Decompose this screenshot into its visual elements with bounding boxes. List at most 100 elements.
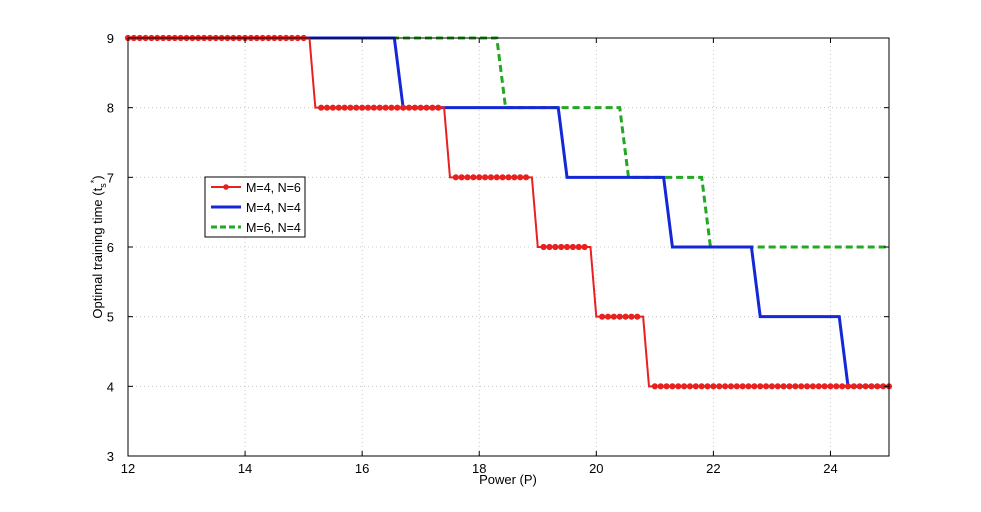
series-marker (844, 383, 852, 390)
series-marker (663, 383, 670, 390)
series-marker (575, 243, 582, 251)
series-marker (809, 383, 817, 390)
series-marker (464, 174, 471, 181)
series-marker (364, 104, 372, 111)
legend: M=4, N=6 M=4, N=4 M=6, N=4 (204, 176, 306, 238)
series-marker (563, 243, 571, 251)
x-tick-label: 20 (589, 461, 603, 476)
series-marker (452, 174, 459, 181)
series-marker (400, 104, 407, 111)
series-marker (786, 383, 793, 390)
y-tick-label: 6 (107, 240, 114, 255)
series-marker (681, 383, 688, 390)
series-marker (792, 383, 799, 390)
series-marker (458, 174, 465, 181)
series-marker (780, 383, 787, 390)
series-marker (803, 383, 811, 390)
series-marker (733, 383, 740, 390)
series-marker (470, 174, 477, 181)
series-line-2 (128, 36, 889, 249)
series-marker (388, 104, 395, 111)
series-marker (727, 383, 735, 390)
legend-label-2: M=6, N=4 (246, 221, 301, 235)
x-tick-label: 22 (706, 461, 720, 476)
series-marker (493, 174, 500, 181)
series-marker (569, 243, 576, 251)
series-marker (856, 383, 863, 390)
series-marker (839, 383, 846, 390)
series-marker (616, 313, 623, 320)
y-tick-label: 7 (107, 170, 114, 185)
series-marker (704, 383, 711, 390)
series-marker (739, 383, 746, 390)
series-marker (768, 383, 776, 390)
x-tick-label: 14 (238, 461, 252, 476)
x-tick-label: 18 (472, 461, 486, 476)
series-marker (329, 104, 336, 111)
series-marker (335, 104, 342, 111)
series-marker (318, 104, 325, 111)
y-tick-label: 3 (107, 449, 114, 464)
series-marker (721, 383, 729, 390)
series-marker (429, 104, 436, 111)
series-marker (821, 383, 828, 390)
series-marker (710, 383, 717, 390)
series-marker (540, 243, 547, 251)
series-marker (476, 174, 483, 181)
x-tick-label: 12 (121, 461, 135, 476)
legend-marker (223, 184, 229, 190)
series-marker (751, 383, 758, 390)
series-marker (622, 313, 629, 320)
series-marker (874, 383, 881, 390)
series-marker (376, 104, 383, 111)
series-marker (353, 104, 360, 111)
series-marker (487, 174, 495, 181)
series-marker (405, 104, 413, 111)
series-marker (669, 383, 676, 390)
x-tick-label: 16 (355, 461, 369, 476)
series-marker (581, 243, 588, 251)
series-line-1 (128, 36, 889, 388)
series-marker (827, 383, 834, 390)
series-layer (124, 34, 893, 390)
series-marker (604, 313, 612, 320)
x-axis-label: Power (P) (479, 472, 537, 487)
series-marker (862, 383, 869, 390)
series-marker (499, 174, 506, 181)
series-marker (651, 383, 658, 390)
series-marker (798, 383, 805, 390)
series-marker (757, 383, 764, 390)
legend-label-1: M=4, N=4 (246, 201, 301, 215)
series-marker (698, 383, 705, 390)
series-marker (394, 104, 401, 111)
ticks: 12 14 16 18 20 22 24 3 4 5 6 7 8 9 (107, 31, 889, 476)
y-axis-label: Optimal training time (ts*) (89, 175, 108, 318)
y-tick-label: 9 (107, 31, 114, 46)
series-marker (435, 104, 442, 111)
series-marker (686, 383, 694, 390)
series-marker (762, 383, 770, 390)
series-marker (423, 104, 430, 111)
series-marker (546, 243, 553, 251)
series-marker (599, 313, 606, 320)
series-marker (675, 383, 682, 390)
series-marker (370, 104, 377, 111)
series-marker (411, 104, 418, 111)
series-marker (417, 104, 424, 111)
legend-label-0: M=4, N=6 (246, 181, 301, 195)
series-marker (745, 383, 752, 390)
series-marker (511, 174, 518, 181)
series-marker (505, 174, 512, 181)
series-marker (359, 104, 366, 111)
series-marker (347, 104, 354, 111)
series-marker (382, 104, 389, 111)
series-marker (833, 383, 840, 390)
series-marker (634, 313, 641, 320)
series-marker (774, 383, 781, 390)
series-marker (517, 174, 524, 181)
series-marker (522, 174, 530, 181)
series-marker (341, 104, 348, 111)
series-marker (716, 383, 723, 390)
series-marker (657, 383, 664, 390)
